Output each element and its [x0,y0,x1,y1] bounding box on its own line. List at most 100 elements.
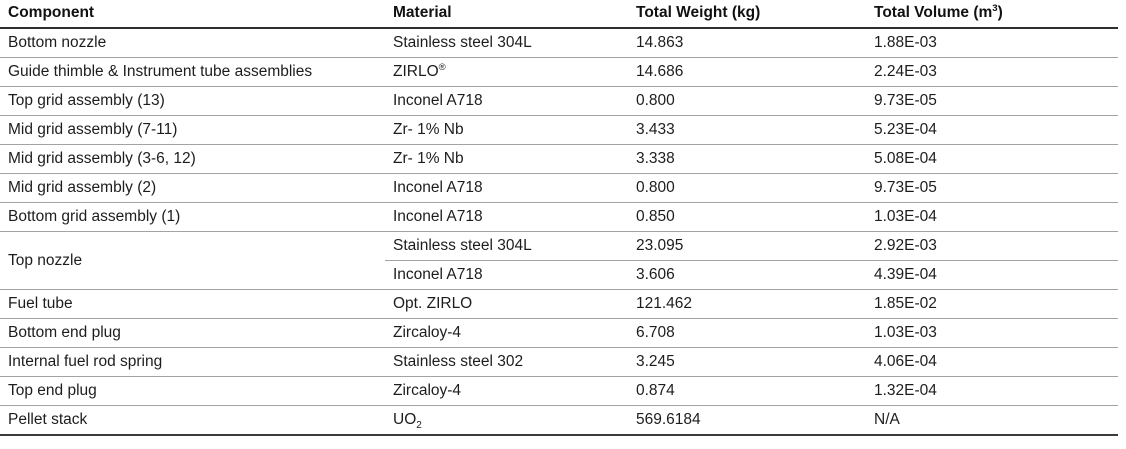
weight-cell: 23.095 [628,231,866,261]
volume-value: 9.73E-05 [874,179,937,196]
table-row: Bottom grid assembly (1) Inconel A718 0.85… [0,202,1118,232]
volume-value: 2.24E-03 [874,63,937,80]
volume-value: 1.03E-04 [874,208,937,225]
weight-cell: 3.338 [628,144,866,174]
table-row: Mid grid assembly (3-6, 12) Zr- 1% Nb 3.33… [0,144,1118,174]
component-cell: Pellet stack [0,405,385,436]
volume-value: 5.23E-04 [874,121,937,138]
volume-value: 9.73E-05 [874,92,937,109]
column-header-component: Component [0,0,385,29]
cell-text: Inconel A718 [393,266,483,283]
material-cell: Stainless steel 304L [385,28,628,58]
component-name: Top nozzle [8,251,83,269]
component-cell: Guide thimble & Instrument tube assembli… [0,57,385,87]
component-cell: Mid grid assembly (2) [0,173,385,203]
weight-cell: 0.850 [628,202,866,232]
volume-value: 5.08E-04 [874,150,937,167]
component-cell: Fuel tube [0,289,385,319]
cell-text: Stainless steel 304L [393,34,532,51]
volume-cell: 1.32E-04 [866,376,1118,406]
component-cell: Internal fuel rod spring [0,347,385,377]
volume-value: 2.92E-03 [874,237,937,254]
column-header-weight: Total Weight (kg) [628,0,866,29]
weight-value: 3.433 [636,121,675,138]
component-name: Fuel tube [8,295,73,312]
column-header-material: Material [385,0,628,29]
weight-cell: 14.863 [628,28,866,58]
weight-cell: 6.708 [628,318,866,348]
component-name: Pellet stack [8,411,88,428]
component-name: Bottom end plug [8,324,121,341]
component-name: Top end plug [8,382,97,399]
component-name: Mid grid assembly (3-6, 12) [8,150,196,167]
volume-value: N/A [874,411,900,428]
cell-text: ZIRLO [393,63,439,80]
component-name: Internal fuel rod spring [8,353,163,370]
volume-cell: 5.08E-04 [866,144,1118,174]
material-cell: Stainless steel 302 [385,347,628,377]
component-cell: Mid grid assembly (3-6, 12) [0,144,385,174]
material-cell: Zr- 1% Nb [385,144,628,174]
table-row: Top grid assembly (13) Inconel A718 0.800 9… [0,86,1118,116]
weight-value: 3.245 [636,353,675,370]
material-cell: Stainless steel 304L [385,231,628,261]
component-cell: Bottom grid assembly (1) [0,202,385,232]
cell-text: Material [393,4,452,21]
volume-cell: 9.73E-05 [866,173,1118,203]
table-row: Bottom nozzle Stainless steel 304L 14.863 1… [0,28,1118,58]
cell-text: Component [8,4,95,21]
column-header-volume: Total Volume (m3) [866,0,1118,29]
volume-value: 4.06E-04 [874,353,937,370]
material-cell: Opt. ZIRLO [385,289,628,319]
table-header-row: Component Material Total Weight (kg) Total … [0,0,1118,29]
weight-value: 14.863 [636,34,684,51]
material-cell: Inconel A718 [385,260,628,290]
cell-text: Opt. ZIRLO [393,295,473,312]
component-cell: Bottom end plug [0,318,385,348]
component-name: Bottom nozzle [8,34,107,51]
table-row: Pellet stack UO2 569.6184 N/A [0,405,1118,436]
material-cell: Inconel A718 [385,86,628,116]
table-row: Guide thimble & Instrument tube assembli… [0,57,1118,87]
cell-text: Total Weight (kg) [636,4,761,21]
material-cell: Zircaloy-4 [385,318,628,348]
weight-cell: 3.433 [628,115,866,145]
volume-cell: 1.03E-03 [866,318,1118,348]
volume-value: 1.32E-04 [874,382,937,399]
volume-cell: 1.03E-04 [866,202,1118,232]
cell-text: Zircaloy-4 [393,382,462,399]
cell-text: Inconel A718 [393,92,483,109]
volume-value: 1.85E-02 [874,295,937,312]
components-table: Component Material Total Weight (kg) Total … [0,0,1118,436]
cell-text-suffix: ) [997,4,1003,21]
material-cell: Zircaloy-4 [385,376,628,406]
weight-value: 0.850 [636,208,675,225]
volume-cell: 2.92E-03 [866,231,1118,261]
weight-value: 569.6184 [636,411,701,428]
weight-cell: 121.462 [628,289,866,319]
volume-cell: 4.06E-04 [866,347,1118,377]
component-cell: Top end plug [0,376,385,406]
weight-value: 6.708 [636,324,675,341]
component-name: Guide thimble & Instrument tube assembli… [8,63,313,80]
component-name: Top grid assembly (13) [8,92,165,109]
volume-cell: 2.24E-03 [866,57,1118,87]
material-cell: Inconel A718 [385,202,628,232]
volume-cell: 1.88E-03 [866,28,1118,58]
table-row: Fuel tube Opt. ZIRLO 121.462 1.85E-02 [0,289,1118,319]
table-row: Top nozzle Stainless steel 304L 23.095 2.92… [0,231,1118,290]
cell-text: Inconel A718 [393,179,483,196]
cell-text: Stainless steel 302 [393,353,524,370]
component-name: Bottom grid assembly (1) [8,208,181,225]
superscript-text: 3 [992,2,998,14]
weight-cell: 0.800 [628,173,866,203]
weight-value: 3.338 [636,150,675,167]
table-row: Mid grid assembly (2) Inconel A718 0.800 9.… [0,173,1118,203]
volume-cell: 4.39E-04 [866,260,1118,290]
material-cell: Inconel A718 [385,173,628,203]
cell-text: Stainless steel 304L [393,237,532,254]
weight-cell: 0.874 [628,376,866,406]
cell-text: Zircaloy-4 [393,324,462,341]
volume-value: 4.39E-04 [874,266,937,283]
table-row: Bottom end plug Zircaloy-4 6.708 1.03E-03 [0,318,1118,348]
